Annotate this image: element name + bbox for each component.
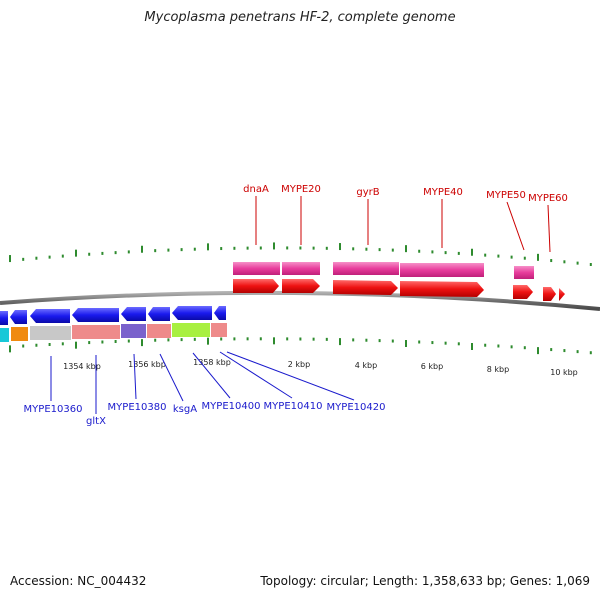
gene-MYPE10410[interactable] <box>214 306 226 320</box>
label-MYPE20: MYPE20 <box>281 184 321 195</box>
topology-text: Topology: circular; Length: 1,358,633 bp… <box>260 574 590 588</box>
label-MYPE10400: MYPE10400 <box>202 401 261 412</box>
label-MYPE10410: MYPE10410 <box>264 401 323 412</box>
gene-MYPE50[interactable] <box>513 285 533 299</box>
band-segment <box>121 324 146 338</box>
gene-reverse[interactable] <box>0 311 8 325</box>
label-gltX: gltX <box>86 416 106 427</box>
gene-dnaA[interactable] <box>233 279 279 293</box>
gene-MYPE10360[interactable] <box>30 309 70 323</box>
gene-small[interactable] <box>559 288 565 301</box>
band-segment <box>400 263 484 277</box>
label-MYPE10420: MYPE10420 <box>327 402 386 413</box>
label-MYPE60: MYPE60 <box>528 193 568 204</box>
forward-category-band <box>233 262 534 279</box>
band-segment <box>333 262 399 275</box>
scale-label: 1354 kbp <box>63 362 101 371</box>
forward-labels: dnaA MYPE20 gyrB MYPE40 MYPE50 MYPE60 <box>243 184 568 253</box>
band-segment <box>147 324 171 338</box>
forward-genes <box>233 279 565 301</box>
gene-MYPE20[interactable] <box>282 279 320 293</box>
scale-label: 6 kbp <box>421 362 443 371</box>
genome-backbone <box>0 290 600 311</box>
band-segment <box>72 325 120 339</box>
map-title: Mycoplasma penetrans HF-2, complete geno… <box>144 10 456 25</box>
scale-label: 1356 kbp <box>128 360 166 369</box>
accession-text: Accession: NC_004432 <box>10 574 147 588</box>
gene-MYPE40[interactable] <box>400 281 484 297</box>
label-MYPE10380: MYPE10380 <box>108 402 167 413</box>
label-MYPE10360: MYPE10360 <box>24 404 83 415</box>
gene-gltX[interactable] <box>72 308 119 322</box>
scale-label: 8 kbp <box>487 365 509 374</box>
outer-tick-row <box>9 242 592 267</box>
band-segment <box>211 323 227 337</box>
gene-reverse[interactable] <box>10 310 27 324</box>
inner-tick-row <box>9 337 592 355</box>
label-MYPE50: MYPE50 <box>486 190 526 201</box>
reverse-labels: MYPE10360 gltX MYPE10380 ksgA MYPE10400 … <box>24 351 386 427</box>
gene-MYPE60[interactable] <box>543 287 556 301</box>
gene-MYPE10400[interactable] <box>172 306 212 320</box>
band-segment <box>172 323 210 337</box>
gene-ksgA[interactable] <box>148 307 170 321</box>
scale-labels: 1354 kbp 1356 kbp 1358 kbp 2 kbp 4 kbp 6… <box>63 358 578 377</box>
band-segment <box>514 266 534 279</box>
band-segment <box>30 326 71 340</box>
gene-gyrB[interactable] <box>333 280 398 295</box>
reverse-genes <box>0 306 226 325</box>
band-segment <box>233 262 280 275</box>
scale-label: 2 kbp <box>288 360 310 369</box>
band-segment <box>0 328 9 342</box>
label-gyrB: gyrB <box>356 187 379 198</box>
scale-label: 4 kbp <box>355 361 377 370</box>
label-MYPE40: MYPE40 <box>423 187 463 198</box>
band-segment <box>282 262 320 275</box>
label-ksgA: ksgA <box>173 404 197 415</box>
gene-MYPE10380[interactable] <box>121 307 146 321</box>
reverse-category-band <box>0 323 227 342</box>
band-segment <box>11 327 28 341</box>
scale-label: 1358 kbp <box>193 358 231 367</box>
scale-label: 10 kbp <box>550 368 578 377</box>
label-dnaA: dnaA <box>243 184 269 195</box>
